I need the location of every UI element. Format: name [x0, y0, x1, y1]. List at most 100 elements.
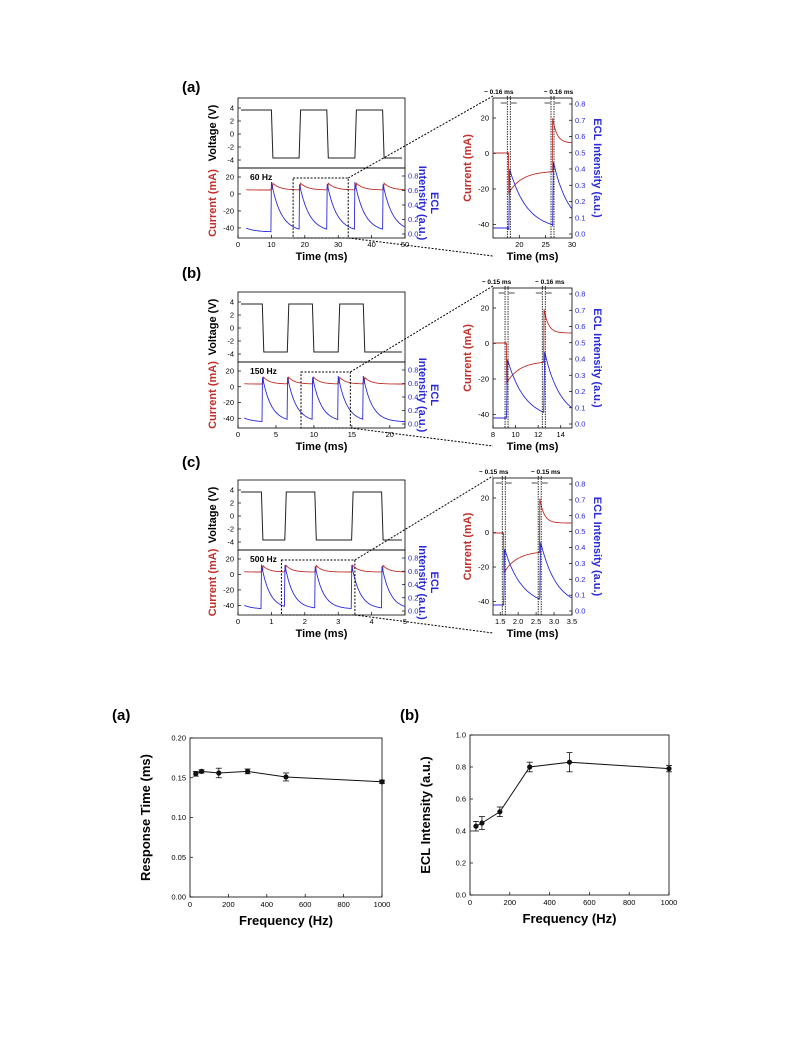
- x-tick-label: 0: [236, 617, 240, 626]
- zoom-x-tick-label: 20: [515, 240, 523, 249]
- data-point: [198, 768, 205, 774]
- zoom-current-tick-label: -20: [478, 184, 489, 193]
- ecl-tick-label: 0.2: [408, 215, 418, 224]
- zoom-ecl-axis-label: ECL Intensity (a.u.): [591, 308, 603, 408]
- zoom-ecl-trace: [493, 162, 573, 231]
- x-tick-label: 0: [236, 430, 240, 439]
- data-point: [216, 770, 222, 776]
- data-point: [527, 764, 533, 770]
- chart-x-tick-label: 0: [188, 900, 192, 909]
- data-point: [497, 809, 503, 815]
- chart-y-tick-label: 0.00: [171, 893, 186, 902]
- zoom-current-axis-label: Current (mA): [462, 324, 474, 392]
- zoom-ecl-tick-label: 0.1: [575, 403, 585, 412]
- voltage-tick-label: 2: [230, 117, 234, 126]
- zoom-box: [292, 177, 349, 239]
- zoom-x-tick-label: 2.5: [531, 617, 541, 626]
- x-tick-label: 2: [303, 617, 307, 626]
- chart-y-tick-label: 1.0: [456, 731, 466, 740]
- zoom-ecl-tick-label: 0.1: [575, 213, 585, 222]
- x-tick-label: 4: [370, 617, 374, 626]
- current-trace: [244, 376, 405, 385]
- zoom-ecl-tick-label: 0.5: [575, 527, 585, 536]
- zoom-ecl-tick-label: 0.2: [575, 197, 585, 206]
- zoom-ecl-trace: [493, 351, 573, 419]
- voltage-tick-label: 0: [230, 324, 234, 333]
- voltage-tick-label: 4: [230, 104, 234, 113]
- zoom-ecl-tick-label: 0.3: [575, 371, 585, 380]
- frequency-label: 60 Hz: [250, 172, 272, 182]
- zoom-ecl-tick-label: 0.4: [575, 165, 585, 174]
- panel-label: (c): [182, 454, 200, 471]
- current-tick-label: -40: [223, 601, 234, 610]
- zoom-x-tick-label: 12: [534, 430, 542, 439]
- chart-plot-frame: [469, 734, 670, 896]
- zoom-current-tick-label: 20: [481, 304, 489, 313]
- zoom-ecl-axis-label: ECL Intensity (a.u.): [591, 118, 603, 218]
- chart-x-tick-label: 1000: [661, 898, 678, 907]
- current-tick-label: 20: [226, 173, 234, 182]
- zoom-connector-bottom: [350, 427, 494, 447]
- zoom-ecl-tick-label: 0.4: [575, 543, 585, 552]
- zoom-current-tick-label: -40: [478, 220, 489, 229]
- x-tick-label: 3: [336, 617, 340, 626]
- zoom-x-axis-label: Time (ms): [507, 441, 559, 453]
- data-point: [379, 779, 385, 785]
- zoom-plot-frame: [492, 97, 573, 239]
- chart-plot-frame: [189, 737, 383, 898]
- frequency-label: 500 Hz: [250, 554, 277, 564]
- zoom-ecl-tick-label: 0.3: [575, 181, 585, 190]
- zoom-plot-frame: [492, 477, 573, 616]
- zoom-ecl-tick-label: 0.8: [575, 290, 585, 299]
- voltage-axis-label: Voltage (V): [207, 298, 219, 355]
- voltage-tick-label: 4: [230, 486, 234, 495]
- voltage-tick-label: -4: [227, 350, 234, 359]
- chart-x-tick-label: 200: [222, 900, 235, 909]
- chart-x-tick-label: 0: [468, 898, 472, 907]
- ecl-tick-label: 0.6: [408, 186, 418, 195]
- chart-x-tick-label: 800: [337, 900, 350, 909]
- data-point: [473, 823, 479, 829]
- zoom-ecl-tick-label: 0.1: [575, 591, 585, 600]
- ecl-axis-label-2: Intensity (a.u.): [416, 166, 428, 241]
- voltage-tick-label: -2: [227, 143, 234, 152]
- x-tick-label: 10: [267, 240, 275, 249]
- data-point: [666, 766, 672, 772]
- zoom-ecl-axis-label: ECL Intensity (a.u.): [591, 497, 603, 597]
- chart-y-tick-label: 0.05: [171, 853, 186, 862]
- zoom-current-tick-label: -20: [478, 374, 489, 383]
- x-tick-label: 0: [236, 240, 240, 249]
- zoom-x-tick-label: 2.0: [513, 617, 523, 626]
- ecl-axis-label: ECL: [428, 572, 440, 594]
- chart-y-tick-label: 0.4: [456, 827, 466, 836]
- zoom-current-axis-label: Current (mA): [462, 134, 474, 202]
- ecl-axis-label-2: Intensity (a.u.): [416, 545, 428, 620]
- voltage-tick-label: -2: [227, 525, 234, 534]
- voltage-tick-label: 2: [230, 499, 234, 508]
- voltage-trace: [241, 109, 402, 159]
- voltage-tick-label: -2: [227, 337, 234, 346]
- frequency-label: 150 Hz: [250, 366, 277, 376]
- chart-y-axis-label: ECL Intensity (a.u.): [418, 756, 433, 874]
- chart-y-tick-label: 0.2: [456, 859, 466, 868]
- zoom-ecl-tick-label: 0.5: [575, 148, 585, 157]
- zoom-ecl-tick-label: 0.7: [575, 116, 585, 125]
- chart-y-tick-label: 0.10: [171, 813, 186, 822]
- zoom-current-tick-label: -40: [478, 410, 489, 419]
- ecl-tick-label: 0.4: [408, 580, 418, 589]
- voltage-tick-label: 4: [230, 298, 234, 307]
- zoom-ecl-tick-label: 0.0: [575, 607, 585, 616]
- chart-y-tick-label: 0.6: [456, 795, 466, 804]
- zoom-current-tick-label: 20: [481, 494, 489, 503]
- chart-x-tick-label: 600: [299, 900, 312, 909]
- ecl-trace: [246, 181, 406, 233]
- zoom-ecl-trace: [493, 542, 573, 606]
- response-time-annotation: ~ 0.16 ms: [544, 89, 574, 96]
- ecl-tick-label: 0.0: [408, 230, 418, 239]
- zoom-ecl-tick-label: 0.4: [575, 355, 585, 364]
- zoom-ecl-tick-label: 0.0: [575, 230, 585, 239]
- ecl-tick-label: 0.2: [408, 593, 418, 602]
- current-tick-label: 0: [230, 382, 234, 391]
- zoom-current-trace: [493, 309, 572, 385]
- response-time-annotation: ~ 0.16 ms: [535, 279, 565, 286]
